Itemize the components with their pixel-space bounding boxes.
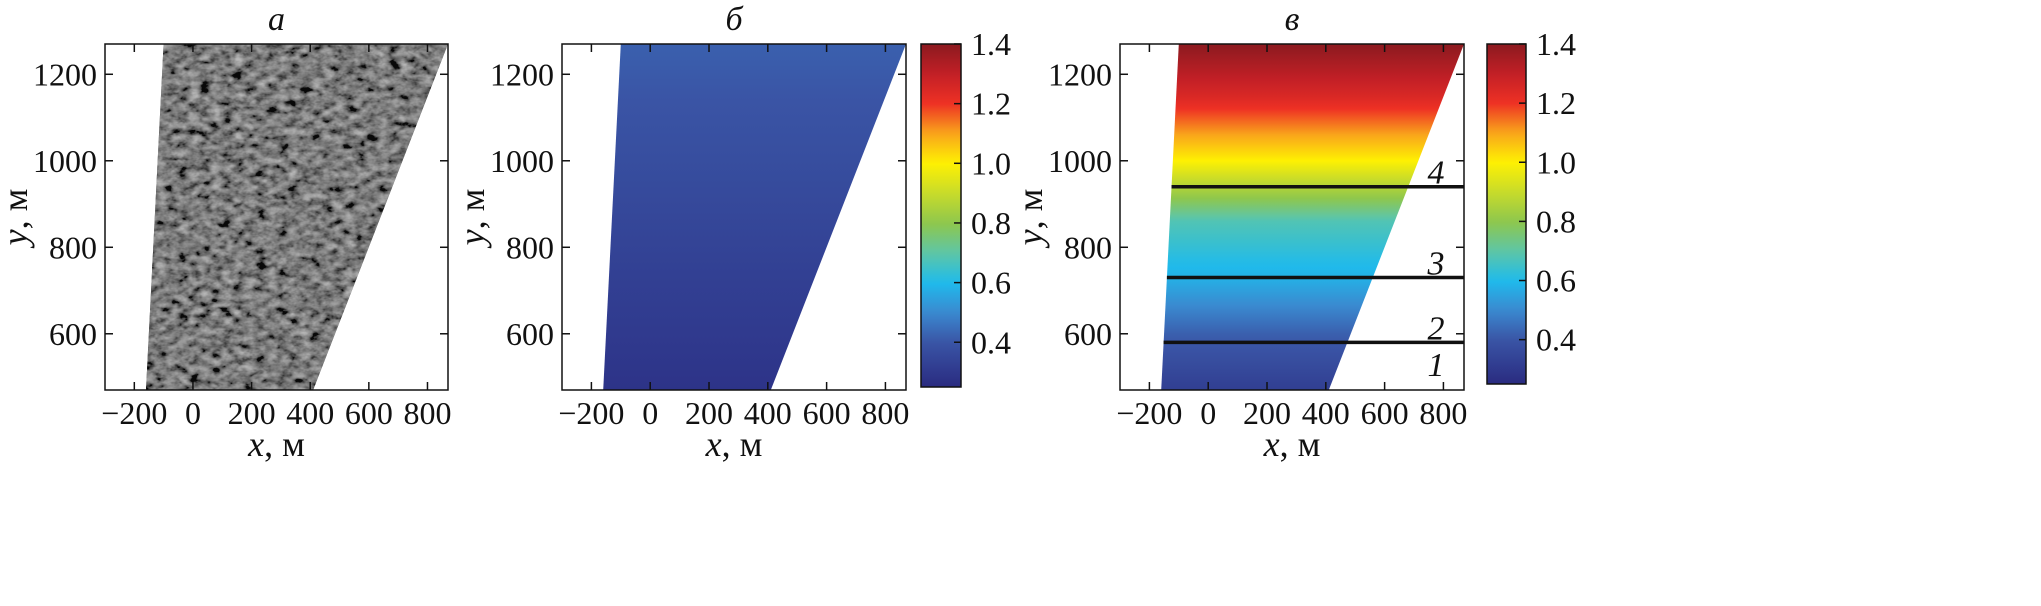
x-tick-label: 800	[861, 395, 909, 431]
y-tick-label: 1000	[1048, 143, 1112, 179]
panel-title: в	[1285, 1, 1300, 38]
panel-title: б	[725, 1, 744, 38]
y-tick-label: 800	[1064, 229, 1112, 265]
x-axis-unit: , м	[264, 424, 305, 464]
x-tick-label: −200	[1116, 395, 1182, 431]
sea-image	[146, 44, 448, 390]
colorbar-tick-label: 0.8	[1536, 203, 1576, 239]
x-axis-label: x, м	[705, 424, 763, 464]
x-axis-unit: , м	[722, 424, 763, 464]
x-axis-var: x	[247, 424, 264, 464]
x-tick-label: 600	[1361, 395, 1409, 431]
y-tick-label: 1000	[490, 143, 554, 179]
x-tick-label: 400	[1302, 395, 1350, 431]
x-tick-label: 400	[744, 395, 792, 431]
footprint-field	[603, 44, 906, 390]
colorbar-tick-label: 1.4	[1536, 26, 1576, 62]
footprint-field	[1161, 44, 1464, 390]
y-axis-var: y	[0, 229, 35, 248]
x-tick-label: −200	[558, 395, 624, 431]
x-axis-unit: , м	[1280, 424, 1321, 464]
colorbar: 0.4 0.6 0.8 1.0 1.2 1.4	[920, 26, 1011, 388]
colorbar-tick-label: 0.4	[971, 324, 1011, 360]
x-axis-label: x, м	[1263, 424, 1321, 464]
y-tick-label: 1200	[33, 56, 97, 92]
y-tick-label: 1200	[1048, 56, 1112, 92]
y-axis-label: y, м	[1010, 189, 1050, 249]
y-tick-label: 800	[49, 229, 97, 265]
y-tick-label: 600	[49, 316, 97, 352]
colorbar-tick-label: 1.0	[1536, 144, 1576, 180]
axes-frame	[104, 43, 449, 391]
colorbar-gradient	[920, 43, 962, 388]
x-tick-label: 800	[1419, 395, 1467, 431]
x-tick-label: 400	[286, 395, 334, 431]
colorbar-tick-label: 1.0	[971, 145, 1011, 181]
x-tick-label: 0	[642, 395, 658, 431]
profile-line-label-2: 2	[1428, 310, 1445, 347]
profile-line-label-3: 3	[1427, 245, 1445, 282]
y-tick-label: 600	[1064, 316, 1112, 352]
colorbar-tick-label: 0.6	[971, 265, 1011, 301]
profile-line-label-1: 1	[1428, 347, 1445, 384]
y-tick-label: 1200	[490, 56, 554, 92]
y-axis-var: y	[452, 229, 492, 248]
x-tick-label: −200	[101, 395, 167, 431]
panel-title: а	[268, 1, 285, 38]
x-tick-label: 200	[228, 395, 276, 431]
y-tick-label: 1000	[33, 143, 97, 179]
colorbar-tick-label: 0.4	[1536, 322, 1576, 358]
y-tick-label: 800	[506, 229, 554, 265]
axes-frame	[561, 43, 907, 391]
x-tick-label: 200	[685, 395, 733, 431]
colorbar-tick-label: 0.6	[1536, 263, 1576, 299]
x-tick-label: 600	[803, 395, 851, 431]
sea-image-texture	[146, 44, 448, 390]
y-axis-var: y	[1010, 229, 1050, 248]
y-tick-label: 600	[506, 316, 554, 352]
y-axis-unit: , м	[0, 189, 35, 230]
colorbar-gradient	[1486, 43, 1527, 385]
x-tick-label: 800	[403, 395, 451, 431]
x-tick-label: 0	[185, 395, 201, 431]
x-axis-label: x, м	[247, 424, 305, 464]
colorbar-tick-label: 0.8	[971, 205, 1011, 241]
y-axis-unit: , м	[452, 189, 492, 230]
y-axis-label: y, м	[0, 189, 35, 249]
colorbar: 0.4 0.6 0.8 1.0 1.2 1.4	[1486, 26, 1576, 385]
x-tick-label: 600	[345, 395, 393, 431]
colorbar-tick-label: 1.4	[971, 26, 1011, 62]
colorbar-tick-label: 1.2	[971, 86, 1011, 122]
colorbar-tick-label: 1.2	[1536, 85, 1576, 121]
y-axis-unit: , м	[1010, 189, 1050, 230]
x-axis-var: x	[1263, 424, 1280, 464]
x-tick-label: 0	[1200, 395, 1216, 431]
axes-frame	[1119, 43, 1465, 391]
y-axis-label: y, м	[452, 189, 492, 249]
x-axis-var: x	[705, 424, 722, 464]
x-tick-label: 200	[1243, 395, 1291, 431]
profile-line-label-4: 4	[1428, 155, 1445, 192]
